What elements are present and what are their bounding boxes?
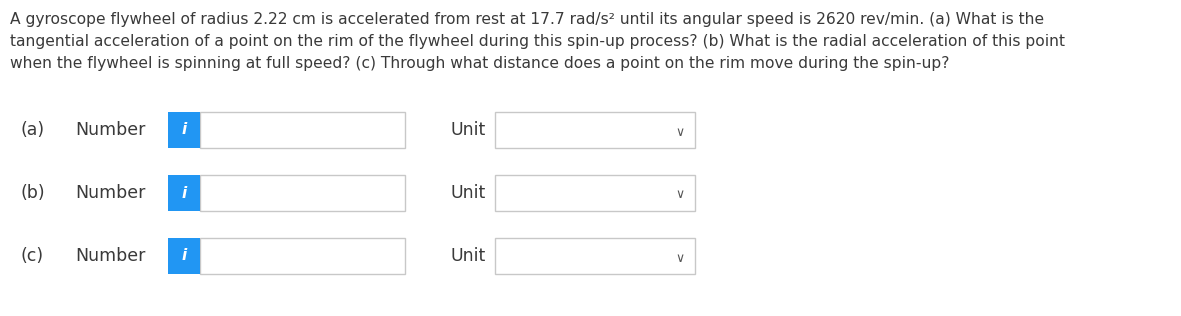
FancyBboxPatch shape	[168, 238, 200, 274]
FancyBboxPatch shape	[168, 112, 200, 148]
Text: (a): (a)	[20, 121, 44, 139]
FancyBboxPatch shape	[495, 238, 694, 274]
Text: Unit: Unit	[450, 247, 485, 265]
Text: i: i	[182, 185, 187, 200]
Text: Number: Number	[76, 184, 145, 202]
FancyBboxPatch shape	[495, 112, 694, 148]
FancyBboxPatch shape	[168, 175, 200, 211]
Text: (b): (b)	[20, 184, 45, 202]
Text: i: i	[182, 123, 187, 137]
FancyBboxPatch shape	[495, 175, 694, 211]
Text: tangential acceleration of a point on the rim of the flywheel during this spin-u: tangential acceleration of a point on th…	[9, 34, 1065, 49]
FancyBboxPatch shape	[200, 112, 405, 148]
FancyBboxPatch shape	[200, 238, 405, 274]
Text: A gyroscope flywheel of radius 2.22 cm is accelerated from rest at 17.7 rad/s² u: A gyroscope flywheel of radius 2.22 cm i…	[9, 12, 1044, 27]
Text: ∨: ∨	[676, 125, 685, 138]
FancyBboxPatch shape	[200, 175, 405, 211]
Text: i: i	[182, 248, 187, 264]
Text: Number: Number	[76, 121, 145, 139]
Text: Unit: Unit	[450, 121, 485, 139]
Text: ∨: ∨	[676, 252, 685, 264]
Text: ∨: ∨	[676, 189, 685, 202]
Text: Unit: Unit	[450, 184, 485, 202]
Text: (c): (c)	[20, 247, 44, 265]
Text: when the flywheel is spinning at full speed? (c) Through what distance does a po: when the flywheel is spinning at full sp…	[9, 56, 950, 71]
Text: Number: Number	[76, 247, 145, 265]
